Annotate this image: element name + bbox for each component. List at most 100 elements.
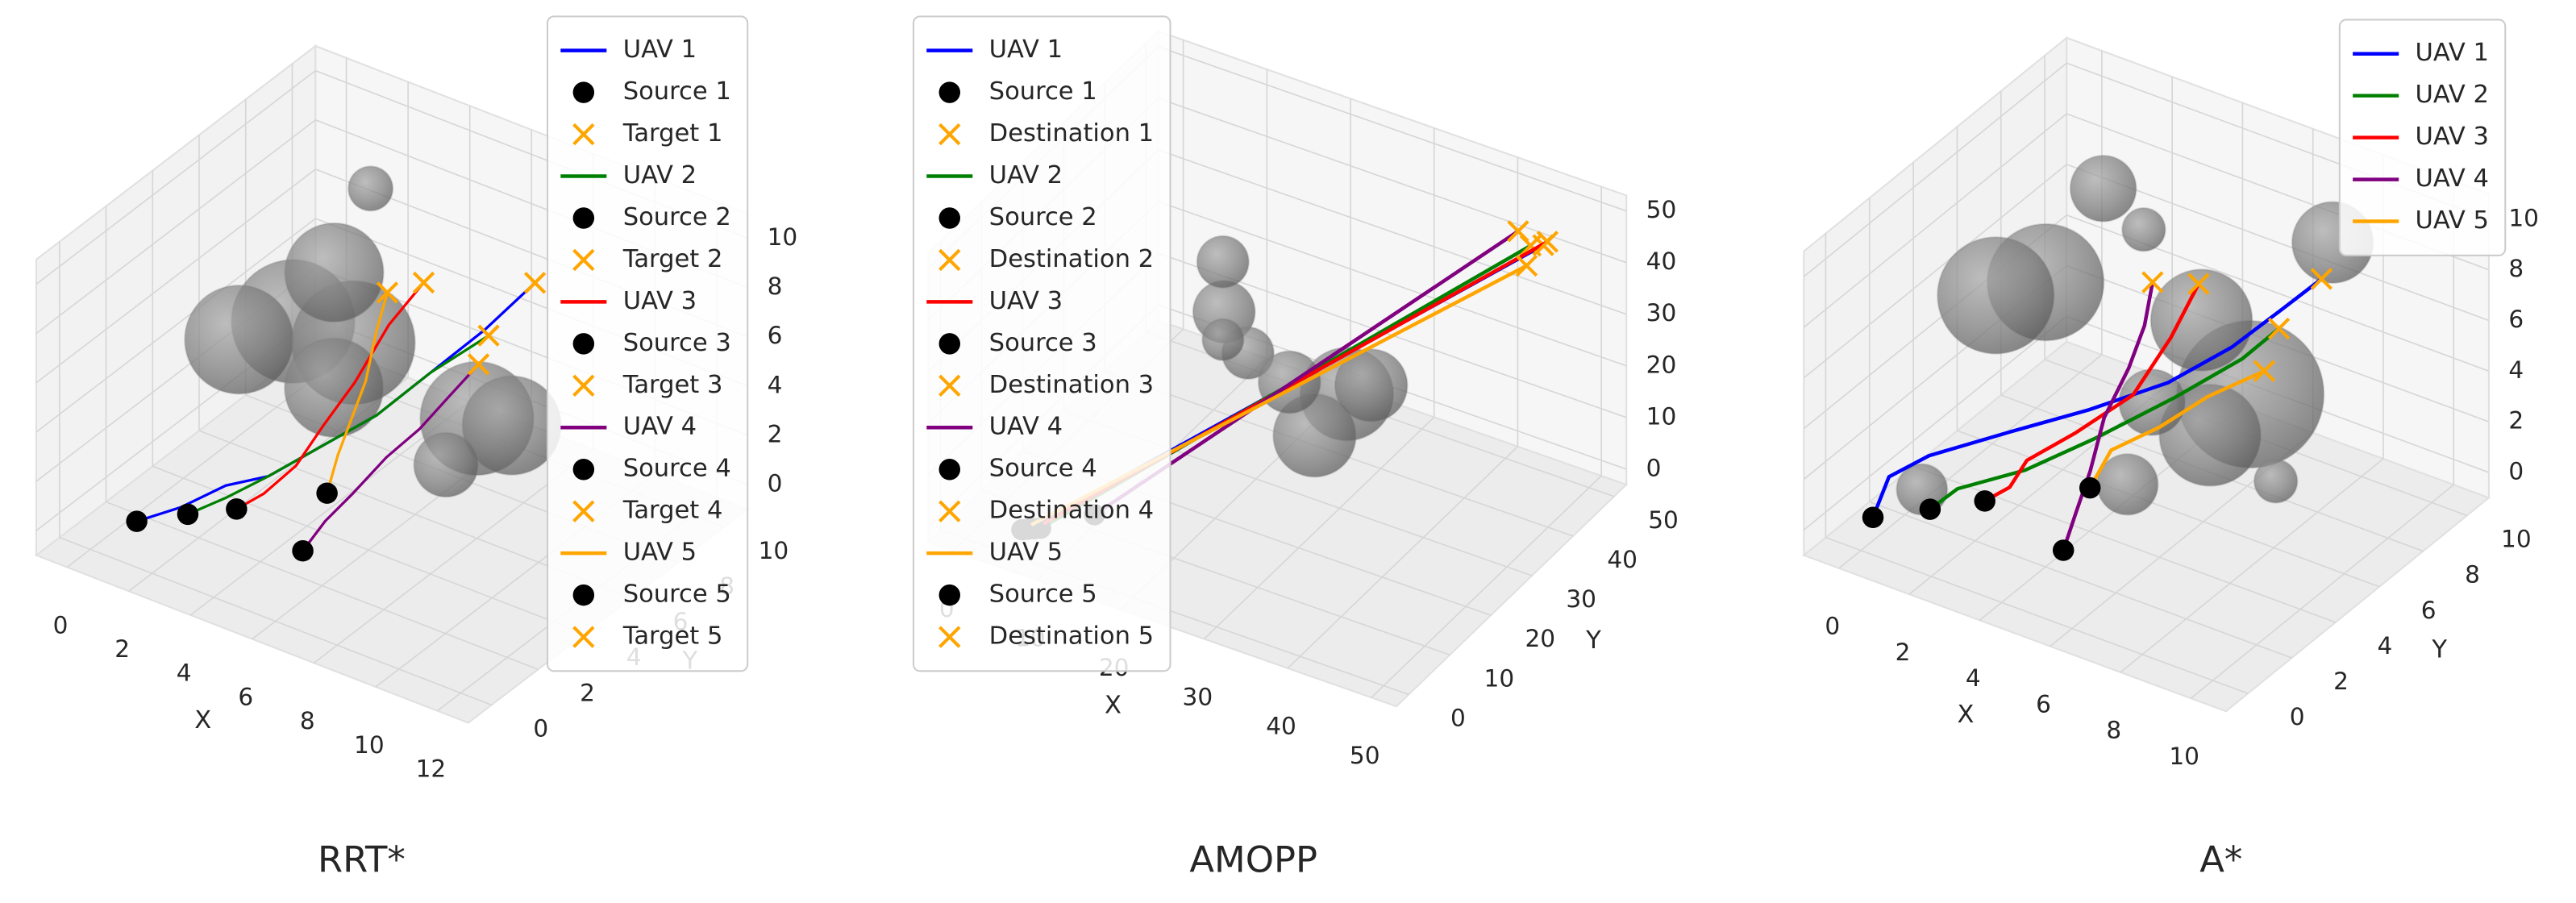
z-tick-label: 20 [1646, 351, 1677, 378]
obstacle [1201, 318, 1245, 361]
x-tick-label: 10 [354, 731, 385, 759]
legend-label: Source 1 [989, 77, 1097, 106]
z-tick-label: 10 [768, 223, 798, 251]
legend-marker [572, 81, 595, 103]
grid-line [59, 536, 492, 706]
legend-label: UAV 2 [623, 161, 697, 189]
legend-label: UAV 5 [623, 539, 697, 567]
target-marker [1536, 231, 1559, 253]
y-axis-label: Y [2431, 635, 2447, 664]
target-marker [2141, 271, 2164, 293]
obstacle [2096, 453, 2159, 516]
grid-line [1869, 501, 2292, 659]
grid-line [1158, 201, 1627, 367]
legend: UAV 1 Source 1 Target 1 UAV 2 Source 2 Target… [546, 15, 749, 672]
grid-line [1825, 536, 2249, 694]
source-marker [2079, 476, 2101, 499]
z-tick-label: 0 [768, 470, 783, 497]
y-tick-label: 10 [759, 537, 789, 564]
legend-marker [572, 500, 595, 522]
target-marker [376, 281, 399, 304]
target-marker [1515, 254, 1538, 277]
legend-frame [546, 15, 749, 672]
x-tick-label: 2 [114, 635, 130, 663]
z-tick-label: 8 [768, 273, 783, 300]
y-tick-label: 6 [2421, 597, 2437, 624]
grid-line [1803, 62, 2067, 277]
grid-line [152, 465, 585, 635]
uav-path [1929, 327, 2280, 511]
legend-label: UAV 5 [2416, 206, 2489, 235]
panel-caption: AMOPP [1189, 838, 1317, 881]
legend-label: Destination 4 [989, 497, 1154, 525]
grid-line [1158, 149, 1627, 315]
grid-line [1803, 164, 2067, 379]
source-marker [2052, 539, 2075, 561]
grid-line [1838, 354, 2103, 569]
legend-label: Source 4 [623, 455, 731, 483]
grid-line [35, 69, 316, 285]
legend-label: UAV 4 [623, 413, 697, 441]
legend-label: UAV 1 [2416, 39, 2489, 67]
z-tick-label: 6 [768, 322, 783, 349]
target-marker [2310, 268, 2333, 290]
legend-label: Destination 5 [989, 622, 1154, 651]
x-tick-label: 30 [1183, 683, 1213, 710]
uav-path [235, 281, 425, 510]
x-axis-label: X [1105, 692, 1122, 720]
source-marker [292, 539, 314, 562]
x-tick-label: 12 [416, 755, 447, 782]
y-tick-label: 50 [1648, 506, 1679, 534]
source-marker [316, 482, 338, 504]
legend-label: Source 3 [989, 329, 1097, 357]
grid-line [35, 169, 316, 384]
y-tick-label: 10 [2501, 525, 2532, 552]
grid-line [35, 218, 316, 433]
y-tick-label: 0 [1450, 704, 1466, 731]
target-marker [412, 271, 435, 294]
legend-marker [572, 333, 595, 355]
panel-caption: A* [2199, 838, 2242, 881]
x-tick-label: 6 [238, 683, 253, 710]
legend-marker [938, 458, 961, 481]
grid-line [2066, 164, 2490, 322]
target-marker [477, 324, 500, 347]
legend-label: Target 5 [622, 622, 723, 651]
uav-path [302, 363, 480, 552]
x-tick-label: 2 [1896, 639, 1911, 666]
grid-line [1287, 446, 1518, 669]
z-tick-label: 4 [2508, 356, 2524, 384]
obstacle [2253, 459, 2299, 504]
y-tick-label: 2 [580, 679, 595, 706]
obstacle [2121, 207, 2166, 252]
obstacle [1196, 235, 1250, 289]
y-tick-label: 8 [2465, 561, 2480, 589]
obstacle [347, 165, 394, 212]
uav-path [187, 334, 489, 516]
legend-marker [938, 584, 961, 606]
grid-line [2120, 458, 2384, 673]
x-tick-label: 0 [53, 611, 69, 639]
z-tick-label: 10 [2508, 204, 2539, 231]
obstacle [2149, 268, 2253, 372]
target-marker [1507, 220, 1529, 243]
legend-frame [912, 15, 1171, 672]
legend-marker [938, 207, 961, 229]
legend-label: Target 1 [622, 119, 723, 148]
obstacle [413, 431, 479, 498]
legend-label: Source 5 [989, 580, 1097, 609]
grid-line [2190, 484, 2454, 699]
z-tick-label: 2 [768, 420, 783, 447]
y-tick-label: 40 [1607, 546, 1638, 573]
z-tick-label: 10 [1646, 402, 1677, 430]
legend-label: UAV 1 [989, 35, 1063, 64]
panel-caption: RRT* [318, 838, 406, 881]
grid-line [1803, 315, 2067, 531]
legend-marker [572, 584, 595, 606]
target-marker [2253, 360, 2276, 382]
legend-marker [938, 374, 961, 397]
legend-marker [938, 500, 961, 522]
legend-marker [572, 458, 595, 481]
